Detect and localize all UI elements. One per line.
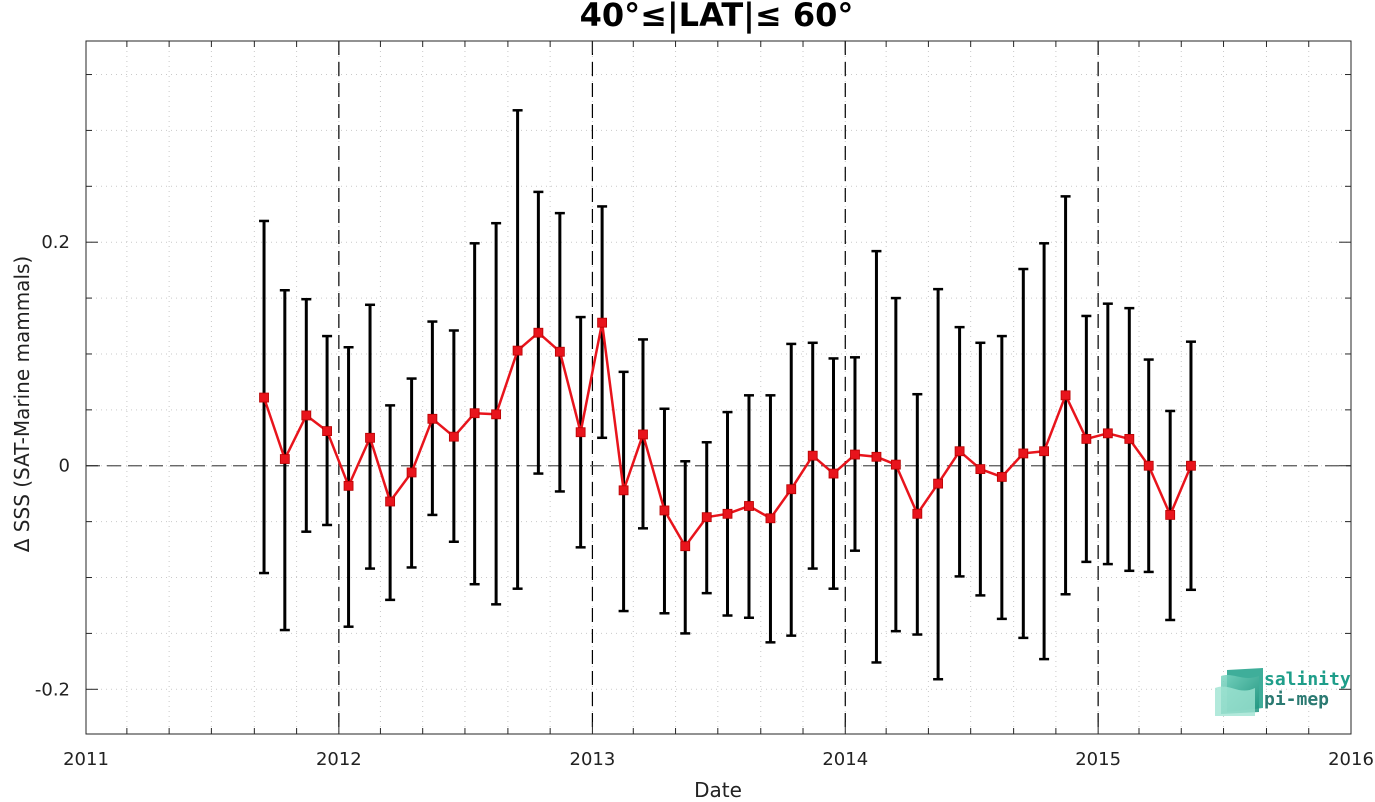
data-point-marker (554, 346, 565, 357)
data-point-marker (279, 454, 290, 464)
data-point-marker (301, 410, 312, 421)
data-point-marker (680, 541, 691, 552)
data-point-marker (1124, 434, 1135, 444)
y-tick-label: 0.2 (41, 232, 70, 253)
data-point-marker (722, 508, 733, 519)
data-point-marker (597, 317, 608, 328)
data-point-marker (427, 413, 438, 424)
data-point-marker (828, 468, 839, 479)
data-point-marker (1039, 446, 1050, 457)
y-tick-label: -0.2 (35, 679, 70, 700)
x-tick-label: 2012 (316, 749, 362, 770)
y-tick-label: 0 (59, 456, 70, 477)
data-point-marker (1186, 460, 1196, 471)
chart-title: 40°≤|LAT|≤ 60° (579, 0, 854, 34)
data-point-marker (322, 426, 332, 436)
data-point-marker (890, 459, 901, 470)
data-point-marker (512, 345, 523, 356)
data-point-marker (850, 449, 860, 460)
data-point-marker (491, 409, 502, 420)
x-tick-label: 2011 (63, 749, 109, 770)
data-point-marker (933, 478, 944, 489)
x-tick-label: 2013 (570, 749, 616, 770)
plot-frame (85, 40, 1352, 735)
salinity-pimep-logo: salinity pi-mep (1213, 668, 1351, 718)
data-point-marker (1018, 448, 1029, 459)
data-point-marker (1165, 510, 1176, 520)
data-point-marker (575, 427, 586, 438)
data-point-marker (1081, 434, 1092, 444)
axes-box (85, 40, 1352, 735)
data-point-marker (469, 408, 480, 419)
logo-text-pimep: pi-mep (1264, 689, 1330, 710)
x-tick-label: 2016 (1328, 749, 1374, 770)
reference-lines (86, 41, 1351, 734)
data-point-marker (912, 508, 923, 519)
wave-logo-icon (1215, 668, 1263, 716)
data-point-marker (638, 429, 648, 440)
data-point-marker (406, 467, 417, 478)
data-point-marker (807, 450, 818, 461)
data-point-marker (1060, 390, 1071, 401)
error-bars (259, 109, 1196, 681)
x-tick-label: 2015 (1075, 749, 1121, 770)
data-point-marker (786, 484, 797, 495)
data-point-marker (765, 513, 776, 524)
x-tick-label: 2014 (822, 749, 868, 770)
data-point-marker (533, 327, 544, 338)
data-point-marker (365, 432, 375, 443)
data-point-marker (259, 392, 269, 403)
data-series (259, 317, 1196, 552)
data-point-marker (871, 451, 882, 462)
data-point-marker (954, 446, 965, 457)
data-point-marker (618, 485, 629, 496)
grid-lines (85, 41, 1351, 734)
logo-text-salinity: salinity (1264, 669, 1351, 690)
data-point-marker (343, 480, 354, 491)
data-point-marker (1102, 428, 1113, 439)
data-point-marker (659, 505, 670, 516)
data-point-marker (385, 496, 396, 507)
data-point-marker (1143, 460, 1154, 471)
axis-ticks: 2011 2012 2013 2014 2015 2016 -0.2 0 0.2 (35, 41, 1374, 770)
data-point-marker (448, 431, 459, 442)
data-point-marker (701, 512, 712, 523)
data-point-marker (744, 501, 754, 511)
data-point-marker (996, 472, 1007, 482)
data-point-marker (975, 464, 986, 474)
x-axis-label: Date (694, 778, 742, 802)
